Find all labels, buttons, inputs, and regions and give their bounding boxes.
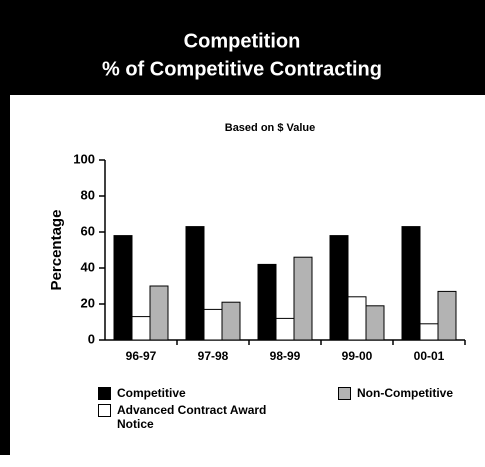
bar bbox=[113, 235, 133, 341]
y-tick-label: 20 bbox=[81, 295, 95, 310]
chart-title: Competition bbox=[184, 30, 301, 52]
bar bbox=[419, 323, 439, 341]
legend-item: Competitive bbox=[98, 386, 186, 400]
bar bbox=[365, 305, 385, 341]
legend-item: Advanced Contract Award Notice bbox=[98, 403, 298, 431]
bar bbox=[185, 226, 205, 341]
y-tick-label: 0 bbox=[88, 331, 95, 346]
left-strip bbox=[0, 95, 10, 455]
y-tick-label: 100 bbox=[73, 151, 95, 166]
x-tick-label: 99-00 bbox=[342, 349, 373, 363]
bar bbox=[221, 301, 241, 341]
legend-item: Non-Competitive bbox=[338, 386, 453, 400]
bar bbox=[329, 235, 349, 341]
bar bbox=[347, 296, 367, 341]
bar bbox=[131, 316, 151, 341]
header-band bbox=[0, 0, 485, 95]
bar bbox=[203, 308, 223, 341]
legend-label: Competitive bbox=[117, 386, 186, 400]
x-tick-label: 00-01 bbox=[414, 349, 445, 363]
legend-swatch bbox=[338, 387, 351, 400]
chart-subtitle: Based on $ Value bbox=[225, 122, 315, 134]
y-tick-label: 40 bbox=[81, 259, 95, 274]
legend-swatch bbox=[98, 387, 111, 400]
bar bbox=[401, 226, 421, 341]
y-axis-label: Percentage bbox=[48, 210, 65, 291]
bar bbox=[437, 290, 457, 341]
x-tick-label: 98-99 bbox=[270, 349, 301, 363]
bar bbox=[275, 317, 295, 341]
y-tick-label: 60 bbox=[81, 223, 95, 238]
legend-swatch bbox=[98, 404, 111, 417]
bar bbox=[149, 285, 169, 341]
bar bbox=[257, 263, 277, 341]
chart-title: % of Competitive Contracting bbox=[102, 58, 382, 80]
x-tick-label: 97-98 bbox=[198, 349, 229, 363]
y-tick-label: 80 bbox=[81, 187, 95, 202]
x-tick-label: 96-97 bbox=[126, 349, 157, 363]
legend-label: Advanced Contract Award Notice bbox=[117, 403, 267, 431]
legend-label: Non-Competitive bbox=[357, 386, 453, 400]
bar bbox=[293, 256, 313, 341]
